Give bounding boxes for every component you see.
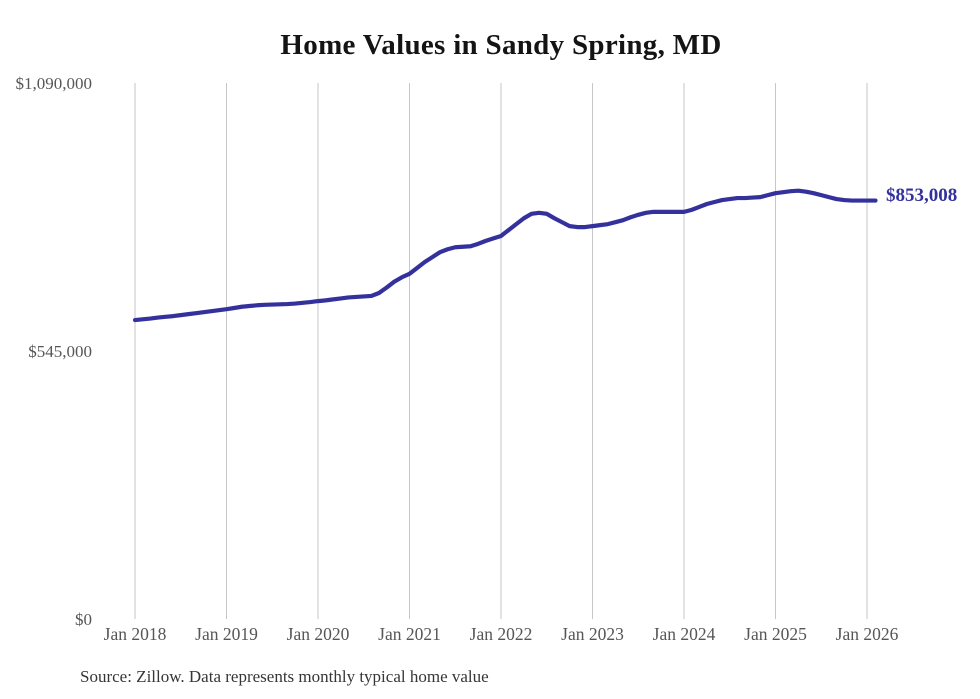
vertical-gridlines: [134, 83, 868, 619]
x-axis-tick-label: Jan 2026: [835, 624, 899, 644]
y-axis-tick-label: $545,000: [28, 342, 92, 361]
y-axis-tick-label: $0: [75, 610, 92, 629]
x-axis-tick-label: Jan 2020: [286, 624, 350, 644]
y-axis-tick-label: $1,090,000: [15, 74, 93, 93]
chart-title: Home Values in Sandy Spring, MD: [280, 29, 722, 61]
home-value-line: [132, 188, 878, 323]
x-axis-tick-label: Jan 2019: [195, 624, 258, 644]
x-axis-tick-label: Jan 2024: [652, 624, 716, 644]
x-axis-tick-label: Jan 2023: [561, 624, 624, 644]
x-axis-tick-label: Jan 2021: [378, 624, 441, 644]
latest-value-label: $853,008: [886, 185, 958, 206]
x-axis-tick-label: Jan 2025: [744, 624, 807, 644]
x-axis-tick-label: Jan 2018: [103, 624, 167, 644]
source-note: Source: Zillow. Data represents monthly …: [80, 667, 489, 686]
x-axis-tick-label: Jan 2022: [469, 624, 533, 644]
